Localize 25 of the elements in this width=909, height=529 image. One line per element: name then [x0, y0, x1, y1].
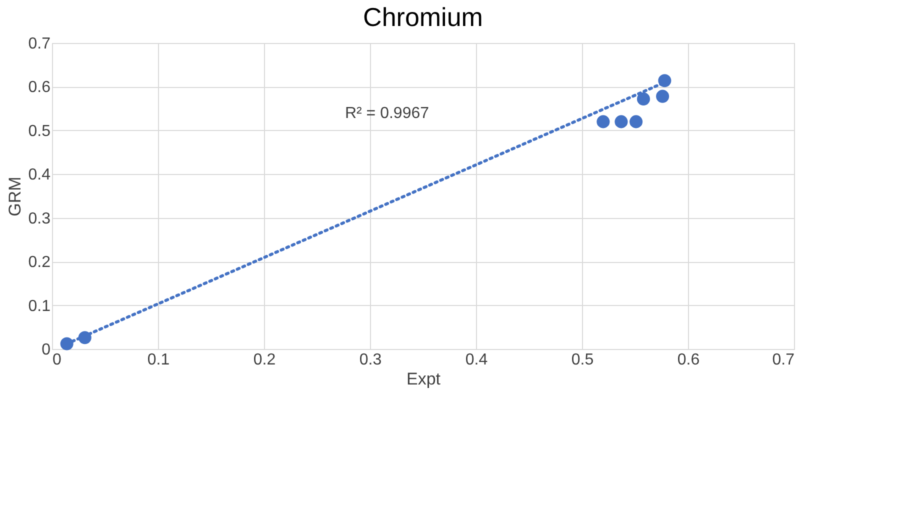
point — [656, 90, 670, 103]
x-tick-label: 0.6 — [677, 352, 700, 368]
y-tick-label: 0.6 — [28, 79, 51, 96]
x-tick-label: 0.5 — [571, 352, 594, 368]
point — [614, 115, 628, 128]
annotation: R² = 0.9967 — [344, 105, 430, 122]
x-tick-label: 0.2 — [253, 352, 276, 368]
chart-title: Chromium — [363, 2, 483, 32]
point — [596, 115, 610, 128]
x-tick-label: 0.4 — [465, 352, 488, 368]
y-tick-label: 0.2 — [28, 254, 51, 272]
x-tick-label: 0.3 — [359, 352, 382, 368]
y-tick-label: 0.4 — [28, 166, 51, 184]
point — [636, 92, 650, 106]
x-tick-label: 0 — [52, 352, 62, 368]
x-tick-label: 0.7 — [772, 352, 795, 368]
y-tick-label: 0.5 — [28, 122, 51, 140]
y-tick-label: 0.7 — [28, 36, 51, 52]
y-axis-title: GRM — [5, 176, 24, 216]
point — [658, 74, 672, 88]
y-tick-label: 0.3 — [28, 210, 51, 228]
x-tick-label: 0.1 — [147, 352, 170, 368]
y-tick-label: 0.1 — [28, 298, 51, 315]
x-axis-title: Expt — [406, 370, 441, 388]
point — [630, 115, 643, 128]
